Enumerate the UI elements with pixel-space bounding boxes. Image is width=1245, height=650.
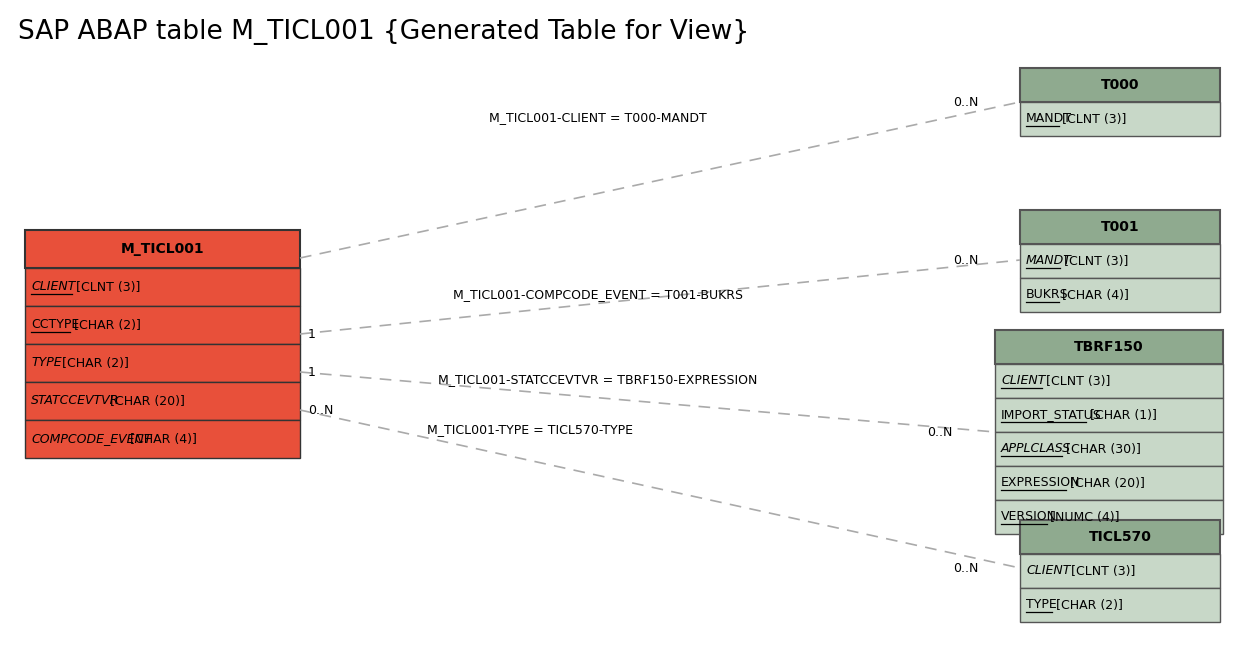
Text: STATCCEVTVR: STATCCEVTVR (31, 395, 120, 408)
Text: T001: T001 (1101, 220, 1139, 234)
Text: 0..N: 0..N (952, 96, 979, 109)
Text: [CHAR (4)]: [CHAR (4)] (126, 432, 197, 445)
Bar (995, 398, 1223, 432)
Text: APPLCLASS: APPLCLASS (1001, 443, 1071, 456)
Bar (1020, 520, 1220, 554)
Text: CLIENT: CLIENT (1026, 564, 1071, 577)
Text: T000: T000 (1101, 78, 1139, 92)
Text: [CLNT (3)]: [CLNT (3)] (1042, 374, 1111, 387)
Text: TYPE: TYPE (31, 356, 61, 369)
Text: VERSION: VERSION (1001, 510, 1057, 523)
Text: SAP ABAP table M_TICL001 {Generated Table for View}: SAP ABAP table M_TICL001 {Generated Tabl… (17, 19, 749, 45)
Text: [NUMC (4)]: [NUMC (4)] (1047, 510, 1121, 523)
Text: [CHAR (20)]: [CHAR (20)] (1066, 476, 1145, 489)
Bar (25, 306, 300, 344)
Text: M_TICL001: M_TICL001 (121, 242, 204, 256)
Bar (995, 330, 1223, 364)
Text: 0..N: 0..N (952, 254, 979, 266)
Text: M_TICL001-CLIENT = T000-MANDT: M_TICL001-CLIENT = T000-MANDT (489, 112, 707, 125)
Bar (995, 364, 1223, 398)
Bar (25, 230, 300, 268)
Text: [CLNT (3)]: [CLNT (3)] (72, 281, 141, 294)
Text: EXPRESSION: EXPRESSION (1001, 476, 1081, 489)
Text: 0..N: 0..N (952, 562, 979, 575)
Bar (1020, 244, 1220, 278)
Bar (1020, 210, 1220, 244)
Text: [CHAR (30)]: [CHAR (30)] (1062, 443, 1142, 456)
Text: COMPCODE_EVENT: COMPCODE_EVENT (31, 432, 152, 445)
Text: TBRF150: TBRF150 (1074, 340, 1144, 354)
Text: BUKRS: BUKRS (1026, 289, 1068, 302)
Text: CLIENT: CLIENT (1001, 374, 1046, 387)
Bar (995, 500, 1223, 534)
Bar (25, 420, 300, 458)
Text: 1: 1 (308, 365, 316, 378)
Text: 0..N: 0..N (928, 426, 952, 439)
Text: CLIENT: CLIENT (31, 281, 76, 294)
Bar (995, 466, 1223, 500)
Bar (1020, 588, 1220, 622)
Text: [CHAR (20)]: [CHAR (20)] (106, 395, 184, 408)
Text: [CLNT (3)]: [CLNT (3)] (1059, 255, 1128, 268)
Bar (1020, 102, 1220, 136)
Text: [CLNT (3)]: [CLNT (3)] (1067, 564, 1135, 577)
Text: MANDT: MANDT (1026, 112, 1072, 125)
Text: CCTYPE: CCTYPE (31, 318, 80, 332)
Text: MANDT: MANDT (1026, 255, 1072, 268)
Text: [CHAR (4)]: [CHAR (4)] (1058, 289, 1129, 302)
Text: 1: 1 (308, 328, 316, 341)
Text: TYPE: TYPE (1026, 599, 1057, 612)
Text: [CHAR (2)]: [CHAR (2)] (59, 356, 129, 369)
Bar (25, 344, 300, 382)
Text: [CHAR (2)]: [CHAR (2)] (1052, 599, 1123, 612)
Text: M_TICL001-STATCCEVTVR = TBRF150-EXPRESSION: M_TICL001-STATCCEVTVR = TBRF150-EXPRESSI… (438, 374, 758, 387)
Text: [CLNT (3)]: [CLNT (3)] (1058, 112, 1127, 125)
Bar (25, 382, 300, 420)
Text: 0..N: 0..N (308, 404, 334, 417)
Bar (1020, 278, 1220, 312)
Text: IMPORT_STATUS: IMPORT_STATUS (1001, 408, 1102, 421)
Text: [CHAR (2)]: [CHAR (2)] (70, 318, 141, 332)
Bar (1020, 554, 1220, 588)
Text: [CHAR (1)]: [CHAR (1)] (1086, 408, 1157, 421)
Text: TICL570: TICL570 (1088, 530, 1152, 544)
Bar (1020, 68, 1220, 102)
Bar (25, 268, 300, 306)
Text: M_TICL001-COMPCODE_EVENT = T001-BUKRS: M_TICL001-COMPCODE_EVENT = T001-BUKRS (453, 289, 743, 302)
Bar (995, 432, 1223, 466)
Text: M_TICL001-TYPE = TICL570-TYPE: M_TICL001-TYPE = TICL570-TYPE (427, 424, 632, 437)
